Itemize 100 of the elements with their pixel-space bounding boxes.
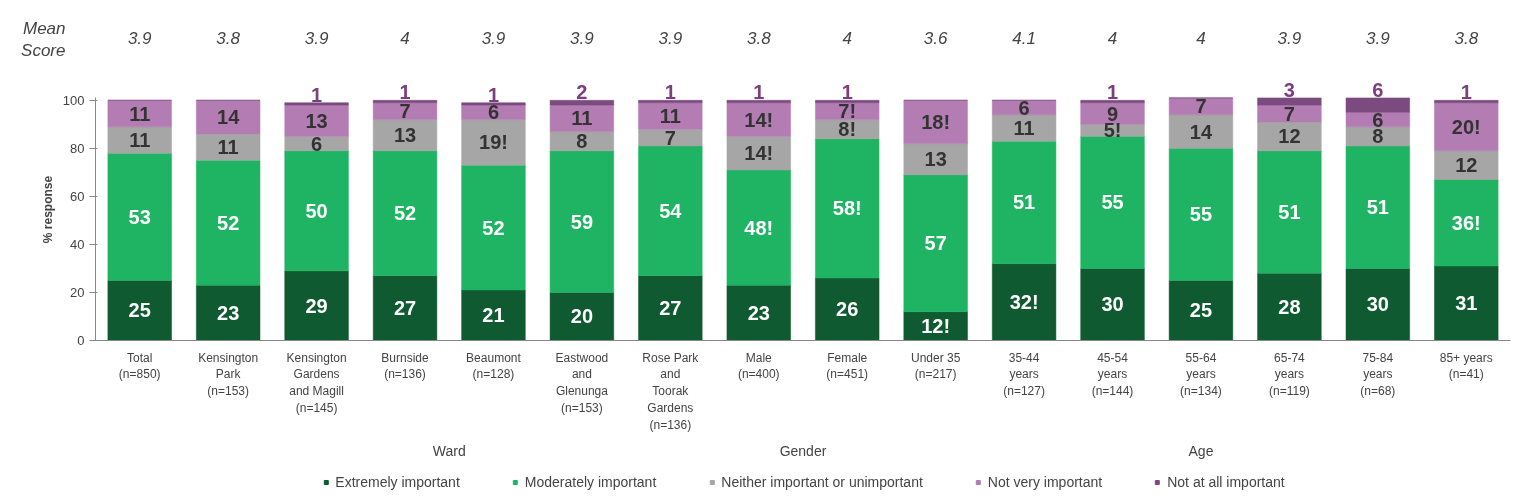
bar bbox=[284, 102, 349, 106]
data-label: 25 bbox=[128, 299, 151, 322]
bar bbox=[1257, 273, 1322, 341]
bar bbox=[372, 102, 438, 120]
data-label: 13 bbox=[305, 109, 328, 132]
bar bbox=[1257, 97, 1322, 106]
data-label: 53 bbox=[128, 205, 151, 228]
bar bbox=[1080, 268, 1145, 341]
x-tick-label: 45-54 years (n=144) bbox=[1091, 350, 1134, 399]
x-tick-label: Female (n=451) bbox=[826, 350, 869, 382]
data-label: 6 bbox=[1372, 78, 1384, 101]
data-label: 14 bbox=[1189, 120, 1213, 143]
data-label: 52 bbox=[482, 216, 505, 239]
bar bbox=[284, 150, 349, 272]
bar bbox=[1168, 280, 1234, 341]
data-label: 13 bbox=[393, 124, 417, 147]
data-label: 26 bbox=[836, 298, 859, 321]
bar bbox=[1434, 265, 1499, 341]
bar bbox=[992, 263, 1057, 341]
legend-label: Extremely important bbox=[335, 474, 460, 490]
bar bbox=[903, 174, 968, 312]
text: 3.6 bbox=[923, 28, 949, 48]
bar bbox=[726, 100, 791, 103]
data-label: 25 bbox=[1189, 299, 1213, 322]
bar bbox=[1080, 136, 1145, 269]
bar bbox=[549, 100, 614, 106]
legend-label: Neither important or unimportant bbox=[721, 474, 923, 490]
data-label: 12! bbox=[921, 315, 951, 338]
data-label: 51 bbox=[1366, 196, 1389, 219]
bar bbox=[107, 100, 172, 127]
x-tick-label: 55-64 years (n=134) bbox=[1180, 350, 1222, 399]
data-label: 29 bbox=[305, 294, 328, 317]
bar bbox=[107, 126, 172, 154]
data-label: 54 bbox=[659, 199, 683, 222]
text: 4 bbox=[400, 28, 410, 48]
data-label: 20 bbox=[570, 305, 594, 328]
bar bbox=[1080, 100, 1145, 103]
bar bbox=[1345, 145, 1410, 269]
y-tick-label: 20 bbox=[70, 284, 85, 300]
bar bbox=[1257, 150, 1322, 274]
bar bbox=[815, 277, 880, 341]
data-label: 1 bbox=[664, 81, 676, 104]
data-label: 52 bbox=[217, 211, 240, 234]
bar bbox=[549, 150, 614, 293]
text: Ward bbox=[432, 442, 466, 459]
data-label: 12 bbox=[1455, 154, 1478, 177]
bar bbox=[726, 169, 791, 286]
x-tick-label: Eastwood and Glenunga (n=153) bbox=[555, 350, 609, 415]
bar bbox=[461, 289, 526, 341]
y-axis-title: % response bbox=[40, 175, 55, 244]
bar bbox=[372, 119, 438, 151]
bar bbox=[284, 270, 349, 341]
bar bbox=[726, 102, 791, 137]
data-label: 51 bbox=[1278, 201, 1301, 223]
text: 4 bbox=[842, 28, 852, 48]
data-label: 48! bbox=[744, 216, 774, 239]
data-label: 7 bbox=[1195, 95, 1207, 118]
data-label: 11 bbox=[129, 102, 151, 125]
data-label: 11 bbox=[1013, 116, 1035, 139]
text: 3.9 bbox=[481, 28, 506, 48]
data-label: 6 bbox=[1018, 96, 1030, 119]
bar bbox=[815, 138, 880, 279]
data-label: 2 bbox=[576, 81, 588, 104]
bar bbox=[196, 133, 261, 161]
data-label: 23 bbox=[217, 301, 240, 324]
bar bbox=[372, 275, 438, 341]
bar bbox=[1345, 126, 1410, 147]
bar bbox=[726, 136, 791, 171]
x-tick-label: 75-84 years (n=68) bbox=[1360, 350, 1396, 399]
bar bbox=[107, 280, 172, 341]
data-label: 23 bbox=[747, 301, 770, 324]
bar bbox=[1434, 150, 1499, 180]
x-tick-label: Burnside (n=136) bbox=[381, 350, 430, 382]
text: 3.8 bbox=[216, 28, 241, 48]
data-label: 28 bbox=[1278, 295, 1301, 318]
data-label: 14 bbox=[217, 106, 241, 129]
data-label: 13 bbox=[924, 148, 947, 171]
legend-label: Moderately important bbox=[524, 474, 657, 490]
data-label: 1 bbox=[1106, 81, 1119, 104]
text: Gender bbox=[779, 442, 827, 459]
data-label: 11 bbox=[571, 107, 593, 130]
bar bbox=[903, 100, 968, 144]
data-label: 52 bbox=[393, 202, 417, 225]
text: 3.8 bbox=[1454, 28, 1479, 48]
bar bbox=[638, 275, 703, 341]
bar bbox=[815, 100, 880, 103]
data-label: 57 bbox=[924, 232, 947, 255]
data-label: 59 bbox=[570, 210, 594, 233]
bar bbox=[992, 114, 1057, 142]
x-tick-label: Rose Park and Toorak Gardens (n=136) bbox=[642, 350, 700, 432]
bar bbox=[726, 285, 791, 341]
data-label: 30 bbox=[1101, 293, 1124, 316]
y-tick-label: 0 bbox=[77, 333, 85, 348]
data-label: 8 bbox=[576, 130, 588, 153]
bar bbox=[1434, 102, 1499, 151]
x-tick-label: Male (n=400) bbox=[737, 350, 780, 382]
data-label: 51 bbox=[1012, 191, 1036, 214]
data-label: 55 bbox=[1189, 203, 1213, 226]
text: Mean Score bbox=[21, 18, 66, 61]
bar bbox=[1257, 104, 1322, 123]
